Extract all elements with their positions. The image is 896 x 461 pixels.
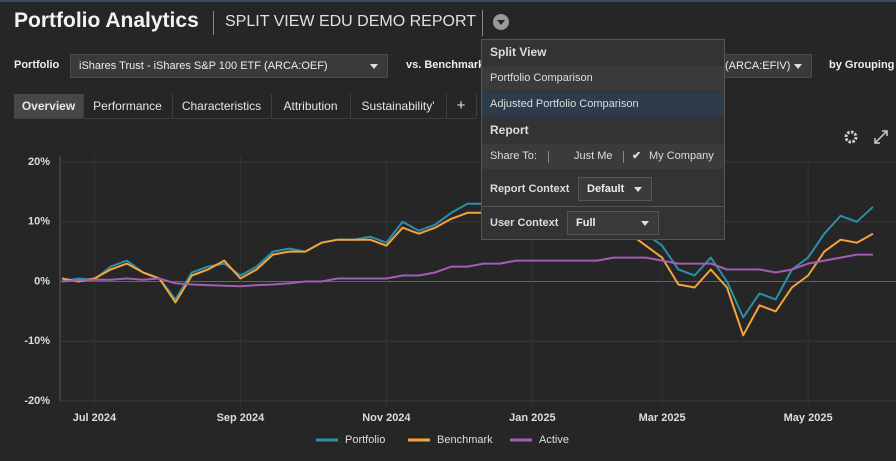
expand-icon[interactable]: [874, 130, 888, 144]
top-bar: [0, 0, 896, 2]
x-tick-label: Sep 2024: [217, 412, 266, 424]
x-tick-label: Mar 2025: [639, 412, 686, 424]
x-tick-label: Jul 2024: [73, 412, 117, 424]
series-line: [61, 208, 874, 337]
y-tick-label: 0%: [34, 275, 50, 287]
tab[interactable]: Characteristics: [172, 94, 272, 118]
y-tick-label: -20%: [24, 395, 50, 407]
tab[interactable]: Overview: [14, 94, 84, 118]
user-context-select[interactable]: Full: [567, 211, 659, 235]
page-title: Portfolio Analytics: [14, 9, 199, 32]
report-name: SPLIT VIEW EDU DEMO REPORT: [225, 13, 477, 30]
menu-heading: Split View: [490, 45, 547, 59]
report-context-value: Default: [587, 183, 625, 195]
x-tick-label: Jan 2025: [509, 412, 555, 424]
share-option[interactable]: Just Me: [574, 150, 613, 162]
series-line: [61, 196, 874, 319]
menu-heading: Report: [490, 123, 529, 137]
user-context-label: User Context: [490, 217, 559, 229]
share-option[interactable]: My Company: [649, 150, 714, 162]
share-row: Share To: Just Me ✔ My Company: [482, 144, 724, 169]
user-context-value: Full: [576, 217, 596, 229]
separator: [213, 11, 214, 35]
tab[interactable]: Attribution: [271, 94, 351, 118]
separator: [482, 10, 483, 36]
divider: [482, 206, 724, 207]
split-view-button[interactable]: [493, 14, 509, 30]
series-line: [61, 253, 873, 288]
x-tick-label: May 2025: [784, 412, 833, 424]
add-tab[interactable]: +: [446, 94, 477, 118]
legend-label: Active: [539, 434, 569, 446]
portfolio-label: Portfolio: [14, 59, 60, 71]
y-tick-label: 20%: [28, 156, 50, 168]
benchmark-label: vs. Benchmark: [406, 59, 485, 71]
legend-label: Portfolio: [345, 434, 385, 446]
menu-item[interactable]: Portfolio Comparison: [482, 66, 724, 91]
y-tick-label: 10%: [28, 216, 50, 228]
settings-icon[interactable]: [844, 130, 858, 144]
tab-rule: [14, 118, 476, 119]
split-view-menu: Split View Portfolio Comparison Adjusted…: [481, 39, 725, 240]
portfolio-value: iShares Trust - iShares S&P 100 ETF (ARC…: [79, 60, 328, 72]
legend-label: Benchmark: [437, 434, 493, 446]
x-tick-label: Nov 2024: [362, 412, 411, 424]
share-label: Share To:: [490, 150, 537, 162]
portfolio-select[interactable]: iShares Trust - iShares S&P 100 ETF (ARC…: [70, 54, 388, 78]
tab[interactable]: Performance: [83, 94, 173, 118]
y-tick-label: -10%: [24, 335, 50, 347]
report-context-label: Report Context: [490, 183, 570, 195]
menu-item[interactable]: Adjusted Portfolio Comparison: [482, 92, 724, 117]
report-context-select[interactable]: Default: [578, 177, 652, 201]
grouping-label: by Grouping: [829, 59, 895, 71]
tab[interactable]: Sustainability': [350, 94, 447, 118]
benchmark-value: (ARCA:EFIV): [725, 60, 791, 72]
